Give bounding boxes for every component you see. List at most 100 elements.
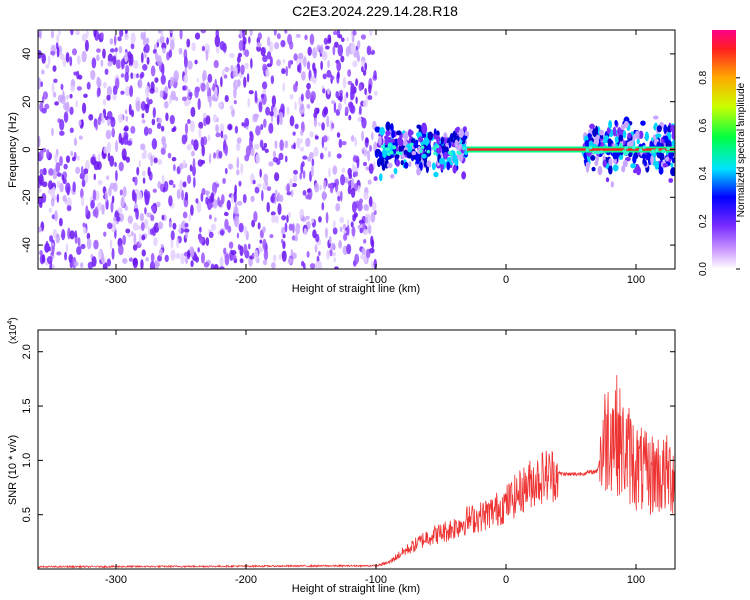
noise-cell <box>39 168 44 176</box>
noise-cell <box>85 205 89 216</box>
signal-cell <box>612 164 619 172</box>
noise-cell <box>350 187 356 198</box>
noise-cell <box>294 101 297 111</box>
noise-cell <box>224 218 229 230</box>
noise-cell <box>306 61 311 70</box>
noise-cell <box>270 262 276 269</box>
signal-cell <box>426 160 432 168</box>
colorbar: 0.0 0.2 0.4 0.6 0.8 Normalized spectral ampl… <box>698 30 747 276</box>
signal-peak <box>661 149 665 154</box>
noise-cell <box>143 191 147 197</box>
noise-cell <box>332 227 338 235</box>
noise-cell <box>263 173 269 183</box>
noise-cell <box>240 64 245 75</box>
noise-cell <box>277 203 282 216</box>
signal-peak <box>599 150 604 154</box>
signal-cell <box>394 153 400 160</box>
signal-cell <box>597 165 603 176</box>
noise-cell <box>344 106 349 115</box>
noise-cell <box>324 146 328 152</box>
noise-cell <box>266 36 271 47</box>
noise-cell <box>373 90 378 96</box>
noise-cell <box>257 183 262 189</box>
noise-cell <box>328 236 332 244</box>
spectrogram-y-ticks: -40 -20 0 20 40 <box>21 48 675 253</box>
noise-cell <box>341 140 347 146</box>
noise-cell <box>351 226 356 237</box>
noise-cell <box>312 62 316 72</box>
y-tick-label: 2.0 <box>21 344 33 359</box>
noise-cell <box>183 56 188 68</box>
noise-cell <box>154 51 159 61</box>
noise-cell <box>130 72 134 79</box>
signal-cell <box>413 141 418 149</box>
noise-cell <box>364 87 367 96</box>
noise-cell <box>271 214 276 224</box>
noise-cell <box>50 50 56 56</box>
noise-cell <box>136 73 139 79</box>
noise-cell <box>179 30 183 40</box>
noise-cell <box>76 155 80 161</box>
noise-cell <box>162 47 166 54</box>
noise-cell <box>167 152 172 159</box>
noise-cell <box>153 237 158 247</box>
signal-cell <box>443 152 448 160</box>
noise-cell <box>45 64 50 69</box>
noise-cell <box>102 98 107 106</box>
signal-peak <box>462 146 466 151</box>
signal-peak <box>396 150 400 155</box>
noise-cell <box>96 88 100 98</box>
noise-cell <box>91 256 97 267</box>
noise-cell <box>97 153 101 162</box>
signal-cell <box>666 125 672 134</box>
y-tick-label: 1.5 <box>21 398 33 413</box>
noise-cell <box>65 242 69 253</box>
noise-cell <box>274 189 278 195</box>
noise-cell <box>141 119 146 124</box>
noise-cell <box>306 188 311 193</box>
noise-cell <box>72 181 76 193</box>
noise-cell <box>41 53 46 64</box>
noise-cell <box>370 235 374 247</box>
noise-cell <box>51 127 54 137</box>
noise-cell <box>350 134 355 142</box>
noise-cell <box>160 147 166 155</box>
noise-cell <box>38 136 41 148</box>
noise-cell <box>173 164 176 172</box>
signal-cell <box>670 162 674 168</box>
noise-cell <box>253 211 258 223</box>
signal-cell <box>658 166 664 175</box>
spectrogram-y-label: Frequency (Hz) <box>7 112 19 188</box>
noise-cell <box>138 78 143 89</box>
noise-cell <box>48 180 53 190</box>
noise-cell <box>182 211 188 219</box>
noise-cell <box>107 53 113 63</box>
noise-cell <box>186 174 192 185</box>
noise-cell <box>110 116 116 128</box>
noise-cell <box>44 243 50 253</box>
signal-peak <box>387 143 392 147</box>
noise-cell <box>190 139 195 146</box>
noise-cell <box>78 119 82 126</box>
noise-cell <box>306 82 311 90</box>
noise-cell <box>305 194 311 200</box>
signal-cell <box>386 155 392 160</box>
noise-cell <box>325 45 330 50</box>
noise-cell <box>188 91 193 98</box>
noise-cell <box>213 152 217 159</box>
noise-cell <box>176 189 181 200</box>
noise-cell <box>304 34 308 41</box>
noise-cell <box>278 152 284 161</box>
noise-cell <box>61 229 66 241</box>
noise-cell <box>236 169 240 176</box>
signal-cell <box>670 124 675 133</box>
signal-cell <box>399 145 403 153</box>
noise-cell <box>325 227 328 239</box>
noise-cell <box>127 215 133 224</box>
noise-cell <box>321 122 325 131</box>
noise-cell <box>358 198 364 204</box>
noise-cell <box>339 190 343 202</box>
noise-cell <box>369 144 372 152</box>
noise-cell <box>125 85 131 97</box>
noise-cell <box>265 180 269 187</box>
